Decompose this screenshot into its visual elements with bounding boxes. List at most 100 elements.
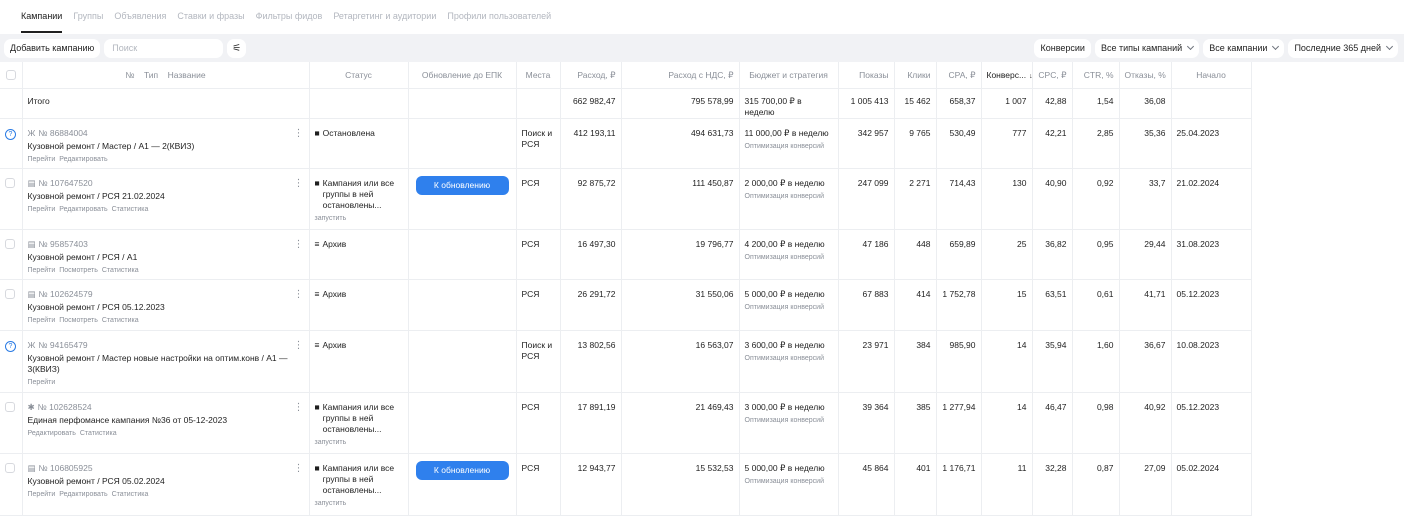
update-to-epk-button[interactable]: К обновлению [415, 460, 509, 480]
col-places[interactable]: Места [516, 62, 561, 89]
col-bounces[interactable]: Отказы, % [1119, 62, 1172, 89]
col-ctr[interactable]: CTR, % [1072, 62, 1120, 89]
campaign-name[interactable]: Единая перфомансе кампания №36 от 05-12-… [27, 414, 228, 425]
chevron-down-icon [1187, 42, 1195, 51]
status-action-link[interactable]: запустить [314, 499, 347, 507]
row-link[interactable]: Статистика [111, 205, 149, 213]
col-update-epk[interactable]: Обновление до ЕПК [408, 62, 517, 89]
row-link[interactable]: Перейти [27, 155, 56, 163]
col-start[interactable]: Начало [1171, 62, 1252, 89]
row-link[interactable]: Редактировать [27, 429, 76, 437]
spend-vat: 111 450,87 [621, 168, 740, 230]
tab-6[interactable]: Профили пользователей [447, 11, 552, 21]
status-icon: ≡ [314, 238, 320, 249]
strategy: Оптимизация конверсий [744, 303, 824, 311]
row-link[interactable]: Редактировать [59, 155, 108, 163]
row-checkbox[interactable] [5, 288, 15, 299]
table-row[interactable]: ? Ж № 94165479 ⋮ Кузовной ремонт / Мастер… [0, 330, 1252, 393]
row-link[interactable]: Посмотреть [59, 316, 98, 324]
col-spend[interactable]: Расход, ₽ [560, 62, 622, 89]
help-icon[interactable]: ? [5, 340, 16, 352]
row-link[interactable]: Статистика [79, 429, 117, 437]
clicks: 414 [894, 279, 937, 331]
row-link[interactable]: Редактировать [59, 205, 108, 213]
status-action-link[interactable]: запустить [314, 214, 347, 222]
tab-3[interactable]: Ставки и фразы [177, 11, 245, 21]
more-menu-icon[interactable]: ⋮ [293, 462, 304, 474]
conversions-button[interactable]: Конверсии [1034, 38, 1091, 58]
row-link[interactable]: Посмотреть [59, 266, 98, 274]
table-row[interactable]: ▤ № 106805925 ⋮ Кузовной ремонт / РСЯ 05.… [0, 453, 1252, 516]
cpc: 63,51 [1032, 279, 1073, 331]
add-campaign-button[interactable]: Добавить кампанию [4, 38, 101, 58]
select-all-checkbox[interactable] [5, 70, 16, 80]
spend: 16 497,30 [560, 229, 622, 280]
filter-settings-icon[interactable]: ⚟ [227, 38, 247, 58]
spend-vat: 16 563,07 [621, 330, 740, 393]
table-row[interactable]: ▤ № 102624579 ⋮ Кузовной ремонт / РСЯ 05.… [0, 279, 1252, 331]
row-link[interactable]: Перейти [27, 205, 56, 213]
tab-5[interactable]: Ретаргетинг и аудитории [333, 11, 437, 21]
campaign-name[interactable]: Кузовной ремонт / РСЯ / А1 [27, 251, 138, 262]
row-links: Перейти Посмотреть Статистика [28, 315, 304, 326]
col-status[interactable]: Статус [309, 62, 409, 89]
more-menu-icon[interactable]: ⋮ [293, 177, 304, 189]
bounces: 35,36 [1119, 118, 1172, 169]
table-row[interactable]: ▤ № 107647520 ⋮ Кузовной ремонт / РСЯ 21.… [0, 168, 1252, 230]
budget: 3 600,00 ₽ в неделю [744, 339, 825, 350]
campaigns-select[interactable]: Все кампании [1203, 38, 1285, 58]
col-budget[interactable]: Бюджет и стратегия [739, 62, 839, 89]
col-cpa[interactable]: CPA, ₽ [936, 62, 982, 89]
col-no[interactable]: № [125, 70, 135, 80]
row-checkbox[interactable] [5, 462, 15, 473]
col-type[interactable]: Тип [143, 70, 159, 80]
col-clicks[interactable]: Клики [894, 62, 937, 89]
tab-1[interactable]: Группы [73, 11, 104, 21]
campaign-name[interactable]: Кузовной ремонт / Мастер новые настройки… [27, 352, 288, 374]
row-link[interactable]: Статистика [101, 266, 139, 274]
more-menu-icon[interactable]: ⋮ [293, 127, 304, 139]
table-row[interactable]: ▤ № 95857403 ⋮ Кузовной ремонт / РСЯ / А1… [0, 229, 1252, 280]
ctr: 0,98 [1072, 392, 1120, 454]
search-input[interactable]: Поиск [104, 38, 224, 58]
row-link[interactable]: Перейти [27, 316, 56, 324]
campaign-id: № 102628524 [37, 401, 92, 412]
row-link[interactable]: Редактировать [59, 490, 108, 498]
row-link[interactable]: Перейти [27, 490, 56, 498]
row-checkbox[interactable] [5, 238, 15, 249]
tab-2[interactable]: Объявления [114, 11, 167, 21]
update-to-epk-button[interactable]: К обновлению [415, 175, 509, 195]
clicks: 448 [894, 229, 937, 280]
more-menu-icon[interactable]: ⋮ [293, 401, 304, 413]
campaign-name[interactable]: Кузовной ремонт / РСЯ 05.12.2023 [27, 301, 165, 312]
row-link[interactable]: Статистика [111, 490, 149, 498]
campaign-types-select[interactable]: Все типы кампаний [1094, 38, 1200, 58]
table-row[interactable]: ? Ж № 86884004 ⋮ Кузовной ремонт / Мастер… [0, 118, 1252, 169]
campaign-name[interactable]: Кузовной ремонт / Мастер / А1 — 2(КВИЗ) [27, 140, 195, 151]
row-checkbox[interactable] [5, 177, 15, 188]
row-checkbox[interactable] [5, 401, 15, 412]
places: РСЯ [516, 168, 561, 230]
more-menu-icon[interactable]: ⋮ [293, 288, 304, 300]
table-row[interactable]: ✱ № 102628524 ⋮ Единая перфомансе кампани… [0, 392, 1252, 454]
campaign-name[interactable]: Кузовной ремонт / РСЯ 21.02.2024 [27, 190, 165, 201]
more-menu-icon[interactable]: ⋮ [293, 238, 304, 250]
col-spend-vat[interactable]: Расход с НДС, ₽ [621, 62, 740, 89]
ctr: 0,92 [1072, 168, 1120, 230]
col-name[interactable]: Название [167, 70, 206, 80]
status-action-link[interactable]: запустить [314, 438, 347, 446]
row-link[interactable]: Перейти [27, 378, 56, 386]
col-impressions[interactable]: Показы [838, 62, 895, 89]
period-select[interactable]: Последние 365 дней [1288, 38, 1398, 58]
tab-0[interactable]: Кампании [21, 0, 63, 33]
row-link[interactable]: Перейти [27, 266, 56, 274]
budget: 2 000,00 ₽ в неделю [744, 177, 825, 188]
help-icon[interactable]: ? [5, 128, 16, 140]
row-link[interactable]: Статистика [101, 316, 139, 324]
col-conversions[interactable]: Конверс...↓ [981, 62, 1033, 89]
conversions: 14 [981, 330, 1033, 393]
tab-4[interactable]: Фильтры фидов [255, 11, 323, 21]
campaign-name[interactable]: Кузовной ремонт / РСЯ 05.02.2024 [27, 475, 165, 486]
col-cpc[interactable]: CPC, ₽ [1032, 62, 1073, 89]
more-menu-icon[interactable]: ⋮ [293, 339, 304, 351]
